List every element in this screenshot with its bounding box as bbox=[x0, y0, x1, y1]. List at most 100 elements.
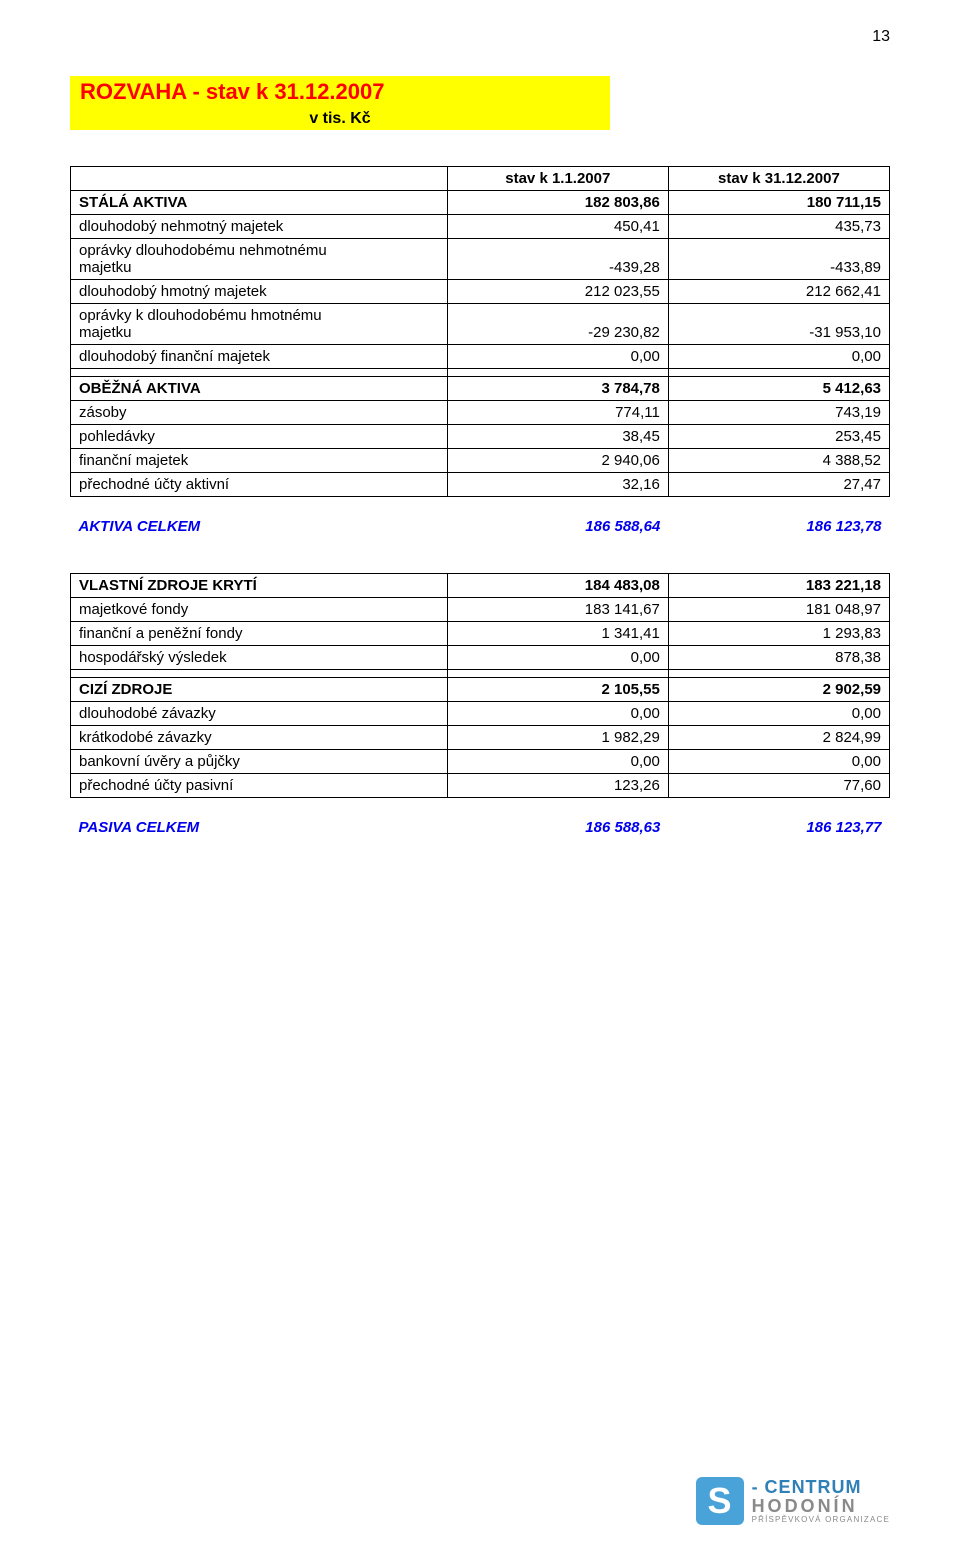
table-row: dlouhodobé závazky 0,00 0,00 bbox=[71, 702, 890, 726]
table-empty-row bbox=[71, 369, 890, 377]
cell-v2: 27,47 bbox=[668, 473, 889, 497]
cell-v2: 5 412,63 bbox=[668, 377, 889, 401]
table-row: přechodné účty pasivní 123,26 77,60 bbox=[71, 774, 890, 798]
cell-v1: 38,45 bbox=[447, 425, 668, 449]
balance-table: stav k 1.1.2007 stav k 31.12.2007 STÁLÁ … bbox=[70, 166, 890, 839]
cell-v2: 186 123,77 bbox=[668, 816, 889, 839]
row-liabilities: CIZÍ ZDROJE 2 105,55 2 902,59 bbox=[71, 678, 890, 702]
cell-v2: 77,60 bbox=[668, 774, 889, 798]
cell-v1: 1 982,29 bbox=[447, 726, 668, 750]
cell-label: finanční majetek bbox=[71, 449, 448, 473]
cell-label: PASIVA CELKEM bbox=[71, 816, 448, 839]
table-row: krátkodobé závazky 1 982,29 2 824,99 bbox=[71, 726, 890, 750]
cell-v1: 212 023,55 bbox=[447, 280, 668, 304]
cell-v1: 0,00 bbox=[447, 646, 668, 670]
col-header-2: stav k 31.12.2007 bbox=[668, 167, 889, 191]
cell-v1: 0,00 bbox=[447, 750, 668, 774]
cell-label: krátkodobé závazky bbox=[71, 726, 448, 750]
logo-s-icon: S bbox=[696, 1477, 744, 1525]
logo-subtitle-text: PŘÍSPĚVKOVÁ ORGANIZACE bbox=[752, 1516, 890, 1524]
table-row: pohledávky 38,45 253,45 bbox=[71, 425, 890, 449]
cell-label: majetkové fondy bbox=[71, 598, 448, 622]
table-row: bankovní úvěry a půjčky 0,00 0,00 bbox=[71, 750, 890, 774]
cell-v1: -439,28 bbox=[447, 239, 668, 280]
cell-v2: 0,00 bbox=[668, 750, 889, 774]
cell-label: hospodářský výsledek bbox=[71, 646, 448, 670]
cell-v1: 1 341,41 bbox=[447, 622, 668, 646]
cell-label: dlouhodobý hmotný majetek bbox=[71, 280, 448, 304]
cell-label-line2: majetku bbox=[79, 324, 132, 341]
cell-v1: 450,41 bbox=[447, 215, 668, 239]
table-row: finanční majetek 2 940,06 4 388,52 bbox=[71, 449, 890, 473]
cell-v2: 4 388,52 bbox=[668, 449, 889, 473]
cell-v2: 253,45 bbox=[668, 425, 889, 449]
table-empty-row bbox=[71, 670, 890, 678]
cell-label: dlouhodobý nehmotný majetek bbox=[71, 215, 448, 239]
cell-v1: 2 105,55 bbox=[447, 678, 668, 702]
cell-label: dlouhodobý finanční majetek bbox=[71, 345, 448, 369]
table-spacer bbox=[71, 798, 890, 816]
cell-v2: 2 902,59 bbox=[668, 678, 889, 702]
cell-label: STÁLÁ AKTIVA bbox=[71, 191, 448, 215]
cell-label-line1: oprávky dlouhodobému nehmotnému bbox=[79, 242, 327, 259]
cell-v2: 0,00 bbox=[668, 345, 889, 369]
cell-label: zásoby bbox=[71, 401, 448, 425]
title-block: ROZVAHA - stav k 31.12.2007 v tis. Kč bbox=[70, 76, 610, 130]
cell-v2: -433,89 bbox=[668, 239, 889, 280]
table-header-row: stav k 1.1.2007 stav k 31.12.2007 bbox=[71, 167, 890, 191]
cell-label: pohledávky bbox=[71, 425, 448, 449]
table-row: oprávky k dlouhodobému hmotnému majetku … bbox=[71, 304, 890, 345]
cell-v2: 212 662,41 bbox=[668, 280, 889, 304]
page-number: 13 bbox=[872, 28, 890, 46]
cell-v2: 186 123,78 bbox=[668, 515, 889, 538]
cell-v1: 123,26 bbox=[447, 774, 668, 798]
cell-label: oprávky dlouhodobému nehmotnému majetku bbox=[71, 239, 448, 280]
cell-v2: -31 953,10 bbox=[668, 304, 889, 345]
cell-v2: 435,73 bbox=[668, 215, 889, 239]
cell-v2: 878,38 bbox=[668, 646, 889, 670]
table-row: dlouhodobý hmotný majetek 212 023,55 212… bbox=[71, 280, 890, 304]
col-header-1: stav k 1.1.2007 bbox=[447, 167, 668, 191]
page-subtitle: v tis. Kč bbox=[70, 108, 610, 130]
table-row: zásoby 774,11 743,19 bbox=[71, 401, 890, 425]
cell-label-line1: oprávky k dlouhodobému hmotnému bbox=[79, 307, 322, 324]
cell-v1: 2 940,06 bbox=[447, 449, 668, 473]
cell-v1: 183 141,67 bbox=[447, 598, 668, 622]
cell-v2: 181 048,97 bbox=[668, 598, 889, 622]
cell-v2: 743,19 bbox=[668, 401, 889, 425]
table-spacer bbox=[71, 538, 890, 556]
cell-v1: 186 588,64 bbox=[447, 515, 668, 538]
cell-v1: 32,16 bbox=[447, 473, 668, 497]
table-row: majetkové fondy 183 141,67 181 048,97 bbox=[71, 598, 890, 622]
cell-v1: 0,00 bbox=[447, 345, 668, 369]
cell-v1: 3 784,78 bbox=[447, 377, 668, 401]
table-row: přechodné účty aktivní 32,16 27,47 bbox=[71, 473, 890, 497]
cell-v2: 0,00 bbox=[668, 702, 889, 726]
table-row: dlouhodobý finanční majetek 0,00 0,00 bbox=[71, 345, 890, 369]
cell-label: AKTIVA CELKEM bbox=[71, 515, 448, 538]
cell-label: OBĚŽNÁ AKTIVA bbox=[71, 377, 448, 401]
table-row: hospodářský výsledek 0,00 878,38 bbox=[71, 646, 890, 670]
table-spacer bbox=[71, 497, 890, 515]
logo-hodonin-text: HODONÍN bbox=[752, 1497, 890, 1516]
row-fixed-assets: STÁLÁ AKTIVA 182 803,86 180 711,15 bbox=[71, 191, 890, 215]
cell-v1: 182 803,86 bbox=[447, 191, 668, 215]
cell-label: bankovní úvěry a půjčky bbox=[71, 750, 448, 774]
cell-v1: -29 230,82 bbox=[447, 304, 668, 345]
table-row: dlouhodobý nehmotný majetek 450,41 435,7… bbox=[71, 215, 890, 239]
cell-v1: 774,11 bbox=[447, 401, 668, 425]
row-current-assets: OBĚŽNÁ AKTIVA 3 784,78 5 412,63 bbox=[71, 377, 890, 401]
cell-label: oprávky k dlouhodobému hmotnému majetku bbox=[71, 304, 448, 345]
cell-label: dlouhodobé závazky bbox=[71, 702, 448, 726]
footer-logo-block: S - CENTRUM HODONÍN PŘÍSPĚVKOVÁ ORGANIZA… bbox=[696, 1477, 890, 1525]
table-row: finanční a peněžní fondy 1 341,41 1 293,… bbox=[71, 622, 890, 646]
cell-label: finanční a peněžní fondy bbox=[71, 622, 448, 646]
cell-v2: 183 221,18 bbox=[668, 574, 889, 598]
page-title: ROZVAHA - stav k 31.12.2007 bbox=[70, 76, 610, 108]
cell-v1: 184 483,08 bbox=[447, 574, 668, 598]
cell-v2: 2 824,99 bbox=[668, 726, 889, 750]
cell-label-line2: majetku bbox=[79, 259, 132, 276]
logo-centrum-text: - CENTRUM bbox=[752, 1477, 862, 1497]
table-spacer bbox=[71, 556, 890, 574]
cell-v2: 1 293,83 bbox=[668, 622, 889, 646]
